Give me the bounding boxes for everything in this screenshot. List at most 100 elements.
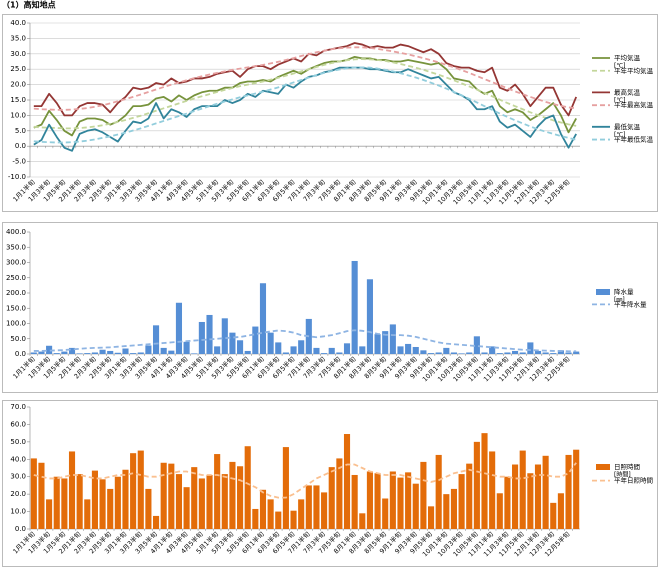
bar <box>298 499 305 529</box>
bar <box>114 352 121 354</box>
panel-frame <box>2 14 658 212</box>
bar <box>107 488 114 529</box>
legend-unit: [℃] <box>614 63 625 70</box>
bar <box>565 352 572 354</box>
bar <box>443 347 450 354</box>
legend-label: 日照時間 <box>614 463 640 471</box>
bar <box>496 493 503 529</box>
bar <box>206 474 213 529</box>
bar <box>496 353 503 354</box>
bar <box>152 515 160 529</box>
bar <box>175 474 183 529</box>
bar <box>473 336 480 354</box>
legend-label: 平年平均気温 <box>614 66 654 75</box>
bar <box>542 455 549 529</box>
bar <box>198 321 205 354</box>
bar <box>527 342 534 354</box>
bar <box>420 461 427 529</box>
bar <box>405 472 412 529</box>
y-tick-label: 150.0 <box>6 304 26 312</box>
bar <box>275 342 282 354</box>
normal-line <box>33 66 577 144</box>
bar <box>183 487 190 529</box>
bar <box>122 348 129 354</box>
bar <box>30 352 37 354</box>
bar <box>99 349 106 354</box>
bar <box>145 488 152 529</box>
bar <box>321 353 328 354</box>
bar <box>527 473 534 529</box>
bar <box>76 353 83 354</box>
bar <box>458 474 465 529</box>
bar <box>343 434 351 529</box>
bar <box>221 318 228 354</box>
legend-unit: [℃] <box>614 97 625 104</box>
legend-label: 平年日照時間 <box>614 476 653 485</box>
bar <box>46 345 53 354</box>
normal-line <box>33 46 577 111</box>
bar <box>290 510 297 529</box>
y-tick-label: 40.0 <box>10 455 26 463</box>
bar <box>259 489 267 529</box>
bar <box>374 334 381 354</box>
y-tick-label: -5.0 <box>12 158 26 166</box>
normal-line <box>33 329 577 353</box>
bar <box>420 350 427 354</box>
bar <box>557 350 564 354</box>
y-tick-label: -10.0 <box>8 173 26 181</box>
bar <box>152 325 160 354</box>
bar <box>30 458 37 529</box>
legend-label: 最高気温 <box>614 87 641 96</box>
legend-label: 最低気温 <box>614 122 641 131</box>
y-tick-label: 50.0 <box>10 438 26 446</box>
bar <box>275 511 282 529</box>
y-tick-label: 30.0 <box>10 50 26 58</box>
bar <box>244 446 251 529</box>
bar <box>114 476 121 529</box>
y-tick-label: 0.0 <box>15 142 26 150</box>
panel-frame <box>2 222 658 393</box>
y-tick-label: 300.0 <box>6 259 26 267</box>
y-tick-label: 15.0 <box>10 96 26 104</box>
bar <box>168 350 175 354</box>
bar <box>466 463 473 529</box>
bar <box>305 485 312 529</box>
bar <box>359 346 366 354</box>
bar <box>76 474 83 529</box>
bar <box>214 346 221 354</box>
page-title: （1）高知地点 <box>2 0 56 10</box>
y-tick-label: 400.0 <box>6 228 26 236</box>
bar <box>122 469 129 529</box>
bar <box>382 498 389 529</box>
y-tick-label: 60.0 <box>10 420 26 428</box>
bar <box>267 332 274 354</box>
bar <box>557 493 564 529</box>
bar <box>198 478 205 529</box>
bar <box>130 453 137 529</box>
bar <box>550 502 557 529</box>
bar <box>46 499 53 529</box>
bar <box>336 352 343 354</box>
bar <box>481 352 488 354</box>
y-tick-label: 5.0 <box>15 127 26 135</box>
bar <box>206 314 213 354</box>
y-tick-label: 0.0 <box>15 525 26 533</box>
bar <box>412 346 419 354</box>
bar <box>542 352 549 354</box>
bar <box>237 340 244 354</box>
bar <box>512 350 519 354</box>
bar <box>512 464 519 529</box>
bar <box>489 346 496 354</box>
y-tick-label: 25.0 <box>10 65 26 73</box>
bar <box>534 464 542 529</box>
bar <box>221 474 228 529</box>
bar <box>244 350 251 354</box>
bar <box>137 352 144 354</box>
y-tick-label: 100.0 <box>6 320 26 328</box>
normal-line <box>33 462 577 499</box>
bar <box>321 492 328 529</box>
bar <box>237 466 244 529</box>
legend-unit: [℃] <box>614 131 625 138</box>
legend-swatch <box>596 464 610 470</box>
legend-unit: [時間] <box>614 471 631 479</box>
